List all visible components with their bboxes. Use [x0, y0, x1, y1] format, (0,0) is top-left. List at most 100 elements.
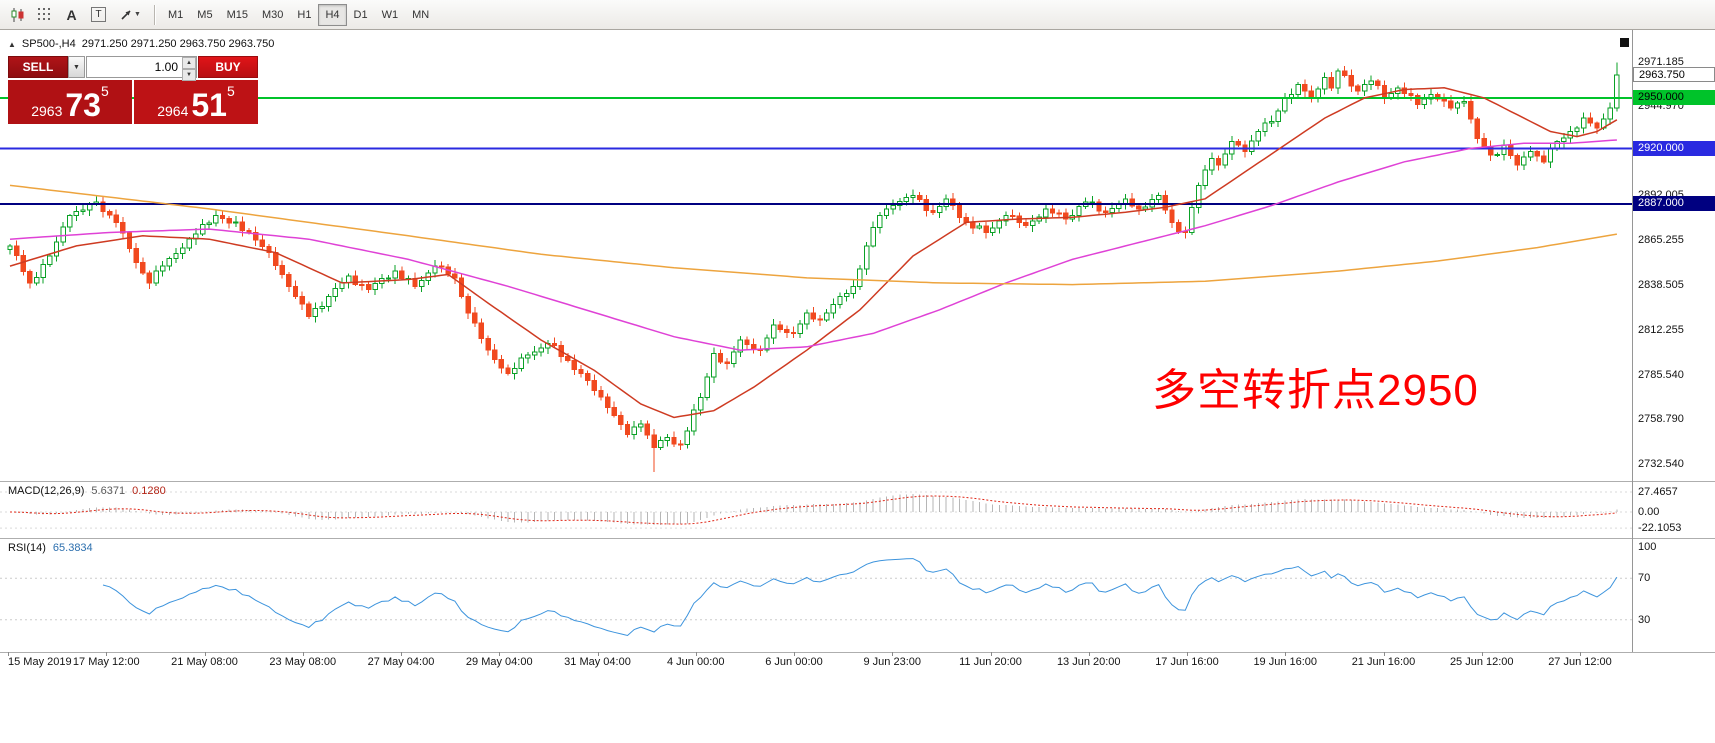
macd-signal-line	[9, 495, 1617, 525]
font-icon[interactable]: A	[58, 3, 85, 27]
time-axis-label: 31 May 04:00	[564, 656, 631, 668]
time-axis-label: 11 Jun 20:00	[959, 656, 1022, 668]
buy-button[interactable]: BUY	[198, 56, 258, 78]
time-axis-label: 19 Jun 16:00	[1253, 656, 1318, 668]
time-axis-label: 15 May 2019	[8, 656, 72, 668]
sell-button[interactable]: SELL	[8, 56, 68, 78]
time-axis-tick	[794, 652, 795, 656]
timeframe-group: M1 M5 M15 M30 H1 H4 D1 W1 MN	[161, 3, 436, 26]
volume-decrease-button[interactable]: ▼	[182, 69, 196, 81]
volume-stepper[interactable]: ▲ ▼	[86, 56, 197, 81]
time-axis-label: 27 May 04:00	[367, 656, 435, 668]
macd-axis-label: 0.00	[1638, 506, 1660, 518]
timeframe-button-d1[interactable]: D1	[347, 4, 375, 26]
moving-averages-layer	[9, 87, 1618, 419]
grid-icon[interactable]	[31, 3, 58, 27]
price-chart-canvas[interactable]	[0, 30, 1715, 743]
time-axis-label: 9 Jun 23:00	[863, 656, 922, 668]
timeframe-button-h1[interactable]: H1	[290, 4, 318, 26]
pane-separator	[0, 652, 1715, 653]
level-lines-layer[interactable]	[0, 96, 1632, 205]
timeframe-button-m5[interactable]: M5	[190, 4, 219, 26]
arrow-tool-icon-glyph	[121, 9, 131, 20]
macd-axis-label: -22.1053	[1638, 522, 1682, 535]
chart-header: ▲ SP500-,H4 2971.250 2971.250 2963.750 2…	[8, 38, 274, 50]
candlestick-chart-icon-glyph	[11, 7, 23, 22]
timeframe-button-w1[interactable]: W1	[375, 4, 406, 26]
ask-prefix: 2964	[157, 103, 189, 119]
rsi-axis-label: 30	[1638, 613, 1651, 626]
pane-separator[interactable]	[0, 481, 1715, 482]
time-axis-tick	[8, 652, 9, 656]
time-axis-label: 17 May 12:00	[72, 656, 140, 668]
arrow-tool-icon[interactable]: ▼	[112, 3, 148, 27]
time-axis-tick	[1383, 652, 1385, 656]
price-level-badge: 2920.000	[1633, 140, 1715, 156]
time-axis-label: 17 Jun 16:00	[1155, 656, 1219, 668]
volume-input[interactable]	[87, 57, 196, 77]
time-axis-label: 21 Jun 16:00	[1351, 656, 1416, 668]
time-axis-tick	[1187, 652, 1188, 656]
time-axis-tick	[302, 652, 304, 656]
timeframe-button-m30[interactable]: M30	[255, 4, 290, 26]
rsi-value: 65.3834	[52, 542, 93, 554]
macd-axis-label: 27.4657	[1638, 486, 1678, 498]
time-axis-tick	[1088, 652, 1090, 656]
time-axis-label: 23 May 08:00	[269, 656, 337, 668]
last-price-badge: 2963.750	[1633, 67, 1715, 83]
ask-sup: 5	[226, 83, 235, 99]
price-level-badge: 2950.000	[1633, 90, 1715, 106]
macd-signal-value: 0.1280	[132, 485, 166, 497]
price-level-badge: 2887.000	[1633, 196, 1715, 212]
price-axis-label: 2758.790	[1638, 413, 1684, 426]
trade-prices-row: 2963 73 5 2964 51 5	[8, 80, 258, 124]
time-axis-tick	[401, 652, 402, 656]
timeframe-button-mn[interactable]: MN	[405, 4, 436, 26]
time-axis-label: 6 Jun 00:00	[765, 656, 823, 668]
bid-prefix: 2963	[31, 103, 63, 119]
price-axis-label: 2732.540	[1638, 457, 1684, 470]
bid-price[interactable]: 2963 73 5	[8, 80, 132, 124]
bid-sup: 5	[100, 83, 109, 99]
time-axis-label: 27 Jun 12:00	[1548, 656, 1612, 668]
font-icon-glyph: A	[66, 6, 77, 23]
chart-annotation-text: 多空转折点2950	[1152, 366, 1479, 415]
time-axis-label: 25 Jun 12:00	[1449, 656, 1514, 668]
rsi-axis-label: 100	[1638, 541, 1657, 553]
one-click-trading-panel: SELL ▼ ▲ ▼ BUY 2963 73 5 2964 51 5	[8, 56, 258, 124]
trade-options-caret-button[interactable]: ▼	[68, 56, 85, 78]
macd-histogram-layer	[16, 494, 1618, 525]
time-axis-tick	[204, 652, 206, 656]
ask-digits: 51	[191, 87, 227, 123]
toolbar: A T ▼ M1 M5 M15 M30 H1 H4 D1 W1 MN	[0, 0, 1715, 30]
time-axis-tick	[1285, 652, 1287, 656]
price-axis-label: 2865.255	[1638, 234, 1684, 247]
rsi-indicator-label: RSI(14) 65.3834	[8, 542, 93, 554]
text-box-icon[interactable]: T	[85, 3, 112, 27]
bid-digits: 73	[65, 87, 101, 123]
time-axis-tick	[990, 652, 992, 656]
time-axis-label: 21 May 08:00	[171, 656, 238, 668]
timeframe-button-h4[interactable]: H4	[318, 3, 347, 26]
ask-price[interactable]: 2964 51 5	[134, 80, 258, 124]
pane-separator[interactable]	[0, 538, 1715, 539]
timeframe-button-m15[interactable]: M15	[220, 4, 255, 26]
chart-window[interactable]: ▲ SP500-,H4 2971.250 2971.250 2963.750 2…	[0, 30, 1715, 743]
price-axis-border	[1632, 30, 1633, 652]
time-axis-tick	[1580, 652, 1581, 656]
text-box-icon-glyph: T	[91, 7, 106, 22]
volume-increase-button[interactable]: ▲	[182, 57, 196, 69]
time-axis-tick	[499, 652, 501, 656]
candlestick-chart-icon[interactable]	[4, 3, 31, 27]
time-axis-tick	[695, 652, 697, 656]
macd-indicator-label: MACD(12,26,9) 5.6371 0.1280	[8, 485, 166, 497]
rsi-name: RSI(14)	[8, 542, 46, 554]
time-axis-label: 29 May 04:00	[465, 656, 533, 668]
chart-shift-marker[interactable]	[1620, 38, 1629, 47]
timeframe-button-m1[interactable]: M1	[161, 4, 190, 26]
price-axis-label: 2971.185	[1638, 56, 1684, 69]
rsi-line	[102, 558, 1618, 637]
collapse-panel-icon[interactable]: ▲	[8, 39, 16, 49]
time-axis-label: 13 Jun 20:00	[1056, 656, 1121, 668]
grid-icon-glyph	[38, 8, 50, 20]
